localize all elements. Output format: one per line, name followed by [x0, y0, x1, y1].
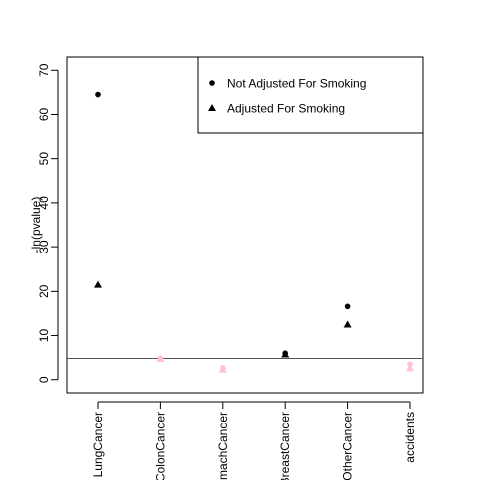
legend-label-not-adjusted: Not Adjusted For Smoking — [227, 77, 366, 91]
legend-marker-triangle — [208, 104, 216, 111]
point-adjusted — [281, 350, 290, 358]
y-tick-label: 10 — [37, 329, 51, 343]
x-tick-label: BreastCancer — [278, 412, 292, 480]
x-axis: LungCancer ColonCancer StomachCancer Breast… — [91, 401, 417, 480]
y-tick-label: 40 — [37, 196, 51, 210]
point-adjusted — [94, 280, 102, 288]
y-tick-label: 30 — [37, 240, 51, 254]
x-tick-label: ColonCancer — [153, 412, 167, 480]
point-adjusted — [218, 365, 227, 373]
point-adjusted — [156, 354, 165, 362]
y-tick-label: 0 — [37, 376, 51, 383]
y-axis: 0 10 20 30 40 50 60 70 — [37, 63, 59, 383]
legend: Not Adjusted For Smoking Adjusted For Sm… — [197, 56, 424, 134]
y-tick-label: 60 — [37, 107, 51, 121]
x-tick-label: StomachCancer — [216, 412, 230, 480]
legend-box — [197, 56, 424, 134]
y-tick-label: 50 — [37, 152, 51, 166]
y-tick-label: 70 — [37, 63, 51, 77]
y-tick-label: 20 — [37, 284, 51, 298]
point-not-adjusted — [344, 303, 351, 310]
y-axis-label: -ln(pvalue) — [29, 197, 43, 254]
point-adjusted — [343, 320, 352, 328]
x-tick-label: accidents — [403, 412, 417, 463]
point-adjusted — [406, 364, 414, 372]
data-points — [94, 91, 414, 373]
legend-marker-circle — [209, 80, 215, 86]
legend-label-adjusted: Adjusted For Smoking — [227, 102, 345, 116]
x-tick-label: OtherCancer — [341, 412, 355, 480]
x-tick-label: LungCancer — [91, 412, 105, 477]
point-not-adjusted — [95, 91, 101, 98]
